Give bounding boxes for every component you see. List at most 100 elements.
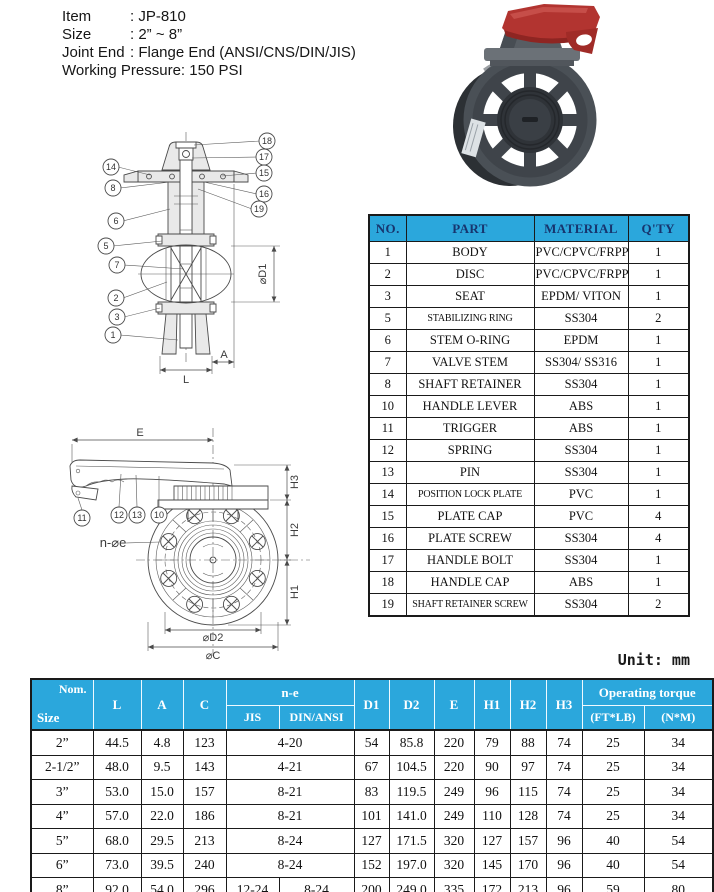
dims-cell-ftlb: 40: [581, 828, 645, 854]
parts-header-part: PART: [405, 214, 535, 242]
valve-photo: [453, 4, 600, 205]
callout-5: 5: [98, 238, 114, 254]
part-no: 11: [368, 417, 407, 440]
part-name: SHAFT RETAINER: [405, 373, 535, 396]
dims-cell-d1: 152: [353, 852, 390, 878]
dims-cell-d2: 104.5: [388, 754, 435, 780]
part-material: SS304: [533, 593, 629, 617]
dims-cell-nm: 34: [643, 754, 714, 780]
dims-cell-l: 68.0: [92, 828, 142, 854]
dims-cell-d1: 127: [353, 828, 390, 854]
dim-h1-label: H1: [289, 585, 301, 599]
part-material: ABS: [533, 417, 629, 440]
dim-e-label: E: [136, 427, 143, 439]
dims-header-ne: n-e: [225, 678, 355, 706]
dims-cell-h3: 96: [545, 877, 583, 892]
part-no: 14: [368, 483, 407, 506]
dims-cell-d2: 197.0: [388, 852, 435, 878]
section-leader-lines: [113, 141, 260, 340]
part-name: SEAT: [405, 285, 535, 308]
part-no: 3: [368, 285, 407, 308]
parts-table-row: 13 PIN SS304 1: [368, 461, 690, 484]
parts-table-row: 8 SHAFT RETAINER SS304 1: [368, 373, 690, 396]
part-qty: 4: [627, 505, 690, 528]
dims-cell-e: 320: [433, 828, 475, 854]
dim-h3-label: H3: [289, 475, 301, 489]
dims-cell-ftlb: 25: [581, 803, 645, 829]
part-material: SS304: [533, 373, 629, 396]
dims-cell-d1: 83: [353, 779, 390, 805]
callout-12: 12: [111, 507, 127, 523]
callout-3-num: 3: [114, 312, 119, 322]
dims-cell-h2: 88: [509, 729, 547, 756]
dims-table-row: 5” 68.0 29.5 213 8-24 127 171.5 320 127 157 96 40 54: [30, 828, 714, 854]
size-label: Size: [62, 26, 92, 43]
dims-cell-c: 143: [182, 754, 227, 780]
joint-end-label: Joint End: [62, 44, 125, 61]
dims-cell-d1: 67: [353, 754, 390, 780]
parts-table-row: 5 STABILIZING RING SS304 2: [368, 307, 690, 330]
dims-cell-h1: 90: [473, 754, 511, 780]
part-qty: 2: [627, 307, 690, 330]
part-no: 1: [368, 241, 407, 264]
callout-10: 10: [151, 507, 167, 523]
dims-header-l: L: [92, 678, 142, 731]
dims-cell-nm: 54: [643, 828, 714, 854]
callout-8-num: 8: [110, 183, 115, 193]
dims-header-h3: H3: [545, 678, 583, 731]
dims-cell-h2: 115: [509, 779, 547, 805]
callout-2-num: 2: [113, 293, 118, 303]
dims-cell-ftlb: 59: [581, 877, 645, 892]
part-qty: 1: [627, 417, 690, 440]
dims-cell-size: 6”: [30, 852, 94, 878]
part-no: 8: [368, 373, 407, 396]
bolt-holes: [161, 508, 266, 613]
dims-table-row: 2-1/2” 48.0 9.5 143 4-21 67 104.5 220 90 97 74 25 34: [30, 754, 714, 780]
dims-header-d2: D2: [388, 678, 435, 731]
dim-a-label: A: [220, 349, 228, 361]
pressure-label: Working Pressure:: [62, 62, 186, 79]
dims-cell-d1: 200: [353, 877, 390, 892]
parts-table-row: 1 BODY PVC/CPVC/FRPP 1: [368, 241, 690, 264]
callout-2: 2: [108, 290, 124, 306]
part-qty: 1: [627, 373, 690, 396]
parts-table-row: 15 PLATE CAP PVC 4: [368, 505, 690, 528]
parts-table-row: 17 HANDLE BOLT SS304 1: [368, 549, 690, 572]
callout-13-num: 13: [132, 510, 142, 520]
dims-cell-d1: 101: [353, 803, 390, 829]
valve-photo-body: [453, 57, 592, 186]
dims-header-nm: (N*M): [643, 705, 714, 731]
part-material: PVC: [533, 505, 629, 528]
part-material: SS304: [533, 549, 629, 572]
dims-header-row-1: Nom. Size L A C n-e D1 D2 E H1 H2 H3 Ope…: [30, 678, 714, 731]
dims-table-row: 4” 57.0 22.0 186 8-21 101 141.0 249 110 128 74 25 34: [30, 803, 714, 829]
part-no: 16: [368, 527, 407, 550]
dims-cell-e: 220: [433, 754, 475, 780]
parts-table-row: 2 DISC PVC/CPVC/FRPP 1: [368, 263, 690, 286]
section-callouts: 18 17 15 16 19 14 8 6 5 7 2 3 1: [98, 133, 275, 343]
info-joint-row: Joint End: Flange End (ANSI/CNS/DIN/JIS): [62, 44, 356, 62]
callout-1-num: 1: [110, 330, 115, 340]
parts-table-row: 7 VALVE STEM SS304/ SS316 1: [368, 351, 690, 374]
part-material: SS304: [533, 461, 629, 484]
dims-header-torque: Operating torque: [581, 678, 714, 706]
dims-header-jis: JIS: [225, 705, 280, 731]
dims-cell-c: 157: [182, 779, 227, 805]
dims-cell-l: 48.0: [92, 754, 142, 780]
parts-table-row: 18 HANDLE CAP ABS 1: [368, 571, 690, 594]
dims-cell-h1: 172: [473, 877, 511, 892]
part-no: 18: [368, 571, 407, 594]
dims-cell-d2: 119.5: [388, 779, 435, 805]
dim-c-label: ⌀C: [206, 650, 221, 662]
part-no: 2: [368, 263, 407, 286]
part-material: PVC/CPVC/FRPP: [533, 263, 629, 286]
part-material: PVC: [533, 483, 629, 506]
dim-ne-label: n-⌀e: [100, 535, 127, 550]
dims-cell-d2: 171.5: [388, 828, 435, 854]
dims-corner-cell: Nom. Size: [30, 678, 94, 731]
dims-cell-ftlb: 25: [581, 779, 645, 805]
dims-cell-nm: 80: [643, 877, 714, 892]
part-name: HANDLE LEVER: [405, 395, 535, 418]
callout-6: 6: [108, 213, 124, 229]
callout-7: 7: [109, 257, 125, 273]
